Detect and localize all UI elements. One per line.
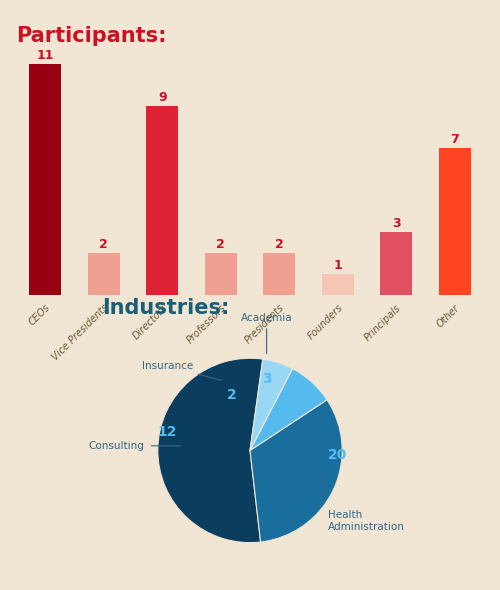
Text: 2: 2 [216, 238, 225, 251]
Text: 1: 1 [334, 259, 342, 272]
Text: 2: 2 [100, 238, 108, 251]
Text: 12: 12 [158, 425, 177, 439]
Bar [146, 106, 178, 295]
Bar [439, 148, 471, 295]
Text: Participants:: Participants: [16, 27, 167, 47]
Wedge shape [158, 358, 263, 543]
Bar [380, 232, 412, 295]
Text: 3: 3 [262, 372, 272, 385]
Bar [263, 253, 296, 295]
Text: 11: 11 [36, 49, 54, 62]
Text: 9: 9 [158, 91, 166, 104]
Text: Consulting: Consulting [88, 441, 144, 451]
Text: Industries:: Industries: [102, 299, 230, 319]
Text: 20: 20 [328, 448, 347, 462]
Text: Health
Administration: Health Administration [328, 510, 405, 532]
Wedge shape [250, 369, 327, 450]
Text: 7: 7 [450, 133, 460, 146]
Text: 2: 2 [226, 388, 236, 402]
Wedge shape [250, 400, 342, 542]
Text: Insurance: Insurance [142, 360, 222, 381]
Text: 3: 3 [392, 217, 400, 230]
Bar [29, 64, 61, 295]
Text: Academia: Academia [241, 313, 292, 353]
Wedge shape [250, 359, 292, 450]
Text: 2: 2 [275, 238, 283, 251]
Bar [322, 274, 354, 295]
Bar [204, 253, 237, 295]
Bar [88, 253, 120, 295]
